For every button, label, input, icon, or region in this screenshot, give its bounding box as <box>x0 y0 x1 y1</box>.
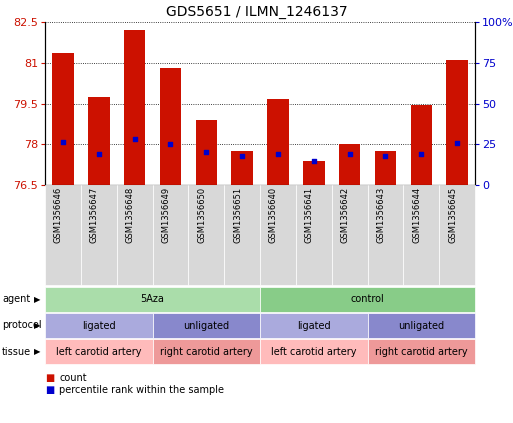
Text: count: count <box>60 373 87 383</box>
Text: GSM1356651: GSM1356651 <box>233 187 242 243</box>
Text: 5Aza: 5Aza <box>141 294 165 305</box>
Text: protocol: protocol <box>2 321 42 330</box>
Text: ■: ■ <box>45 385 54 395</box>
Text: right carotid artery: right carotid artery <box>160 346 252 357</box>
Text: GSM1356646: GSM1356646 <box>54 187 63 243</box>
Bar <box>124 30 145 185</box>
Text: unligated: unligated <box>398 321 444 330</box>
Text: GSM1356641: GSM1356641 <box>305 187 314 243</box>
Text: ligated: ligated <box>297 321 330 330</box>
Text: control: control <box>350 294 384 305</box>
Text: GDS5651 / ILMN_1246137: GDS5651 / ILMN_1246137 <box>166 5 347 19</box>
Bar <box>195 120 217 185</box>
Text: ▶: ▶ <box>34 347 40 356</box>
Text: tissue: tissue <box>2 346 31 357</box>
Point <box>94 150 103 157</box>
Text: ligated: ligated <box>82 321 115 330</box>
Text: left carotid artery: left carotid artery <box>56 346 142 357</box>
Text: agent: agent <box>2 294 30 305</box>
Text: ■: ■ <box>45 373 54 383</box>
Point <box>453 140 461 146</box>
Point <box>345 150 353 157</box>
Point <box>310 157 318 164</box>
Text: percentile rank within the sample: percentile rank within the sample <box>60 385 224 395</box>
Bar <box>52 53 74 185</box>
Bar <box>303 161 325 185</box>
Text: right carotid artery: right carotid artery <box>375 346 467 357</box>
Text: GSM1356644: GSM1356644 <box>412 187 421 243</box>
Text: ▶: ▶ <box>34 321 40 330</box>
Text: GSM1356645: GSM1356645 <box>448 187 457 243</box>
Text: unligated: unligated <box>183 321 229 330</box>
Bar <box>88 97 109 185</box>
Point <box>202 149 210 156</box>
Point <box>59 138 67 145</box>
Bar <box>339 144 360 185</box>
Text: GSM1356643: GSM1356643 <box>377 187 385 243</box>
Text: GSM1356640: GSM1356640 <box>269 187 278 243</box>
Point <box>130 135 139 142</box>
Bar <box>410 105 432 185</box>
Text: GSM1356650: GSM1356650 <box>198 187 206 243</box>
Point <box>417 150 425 157</box>
Point <box>381 153 389 160</box>
Bar <box>267 99 289 185</box>
Bar <box>374 151 396 185</box>
Text: GSM1356647: GSM1356647 <box>90 187 98 243</box>
Point <box>166 141 174 148</box>
Bar <box>160 68 181 185</box>
Text: GSM1356648: GSM1356648 <box>126 187 134 243</box>
Text: GSM1356649: GSM1356649 <box>162 187 170 243</box>
Bar <box>231 151 253 185</box>
Text: GSM1356642: GSM1356642 <box>341 187 349 243</box>
Point <box>274 150 282 157</box>
Text: ▶: ▶ <box>34 295 40 304</box>
Point <box>238 153 246 160</box>
Bar <box>446 60 468 185</box>
Text: left carotid artery: left carotid artery <box>271 346 357 357</box>
